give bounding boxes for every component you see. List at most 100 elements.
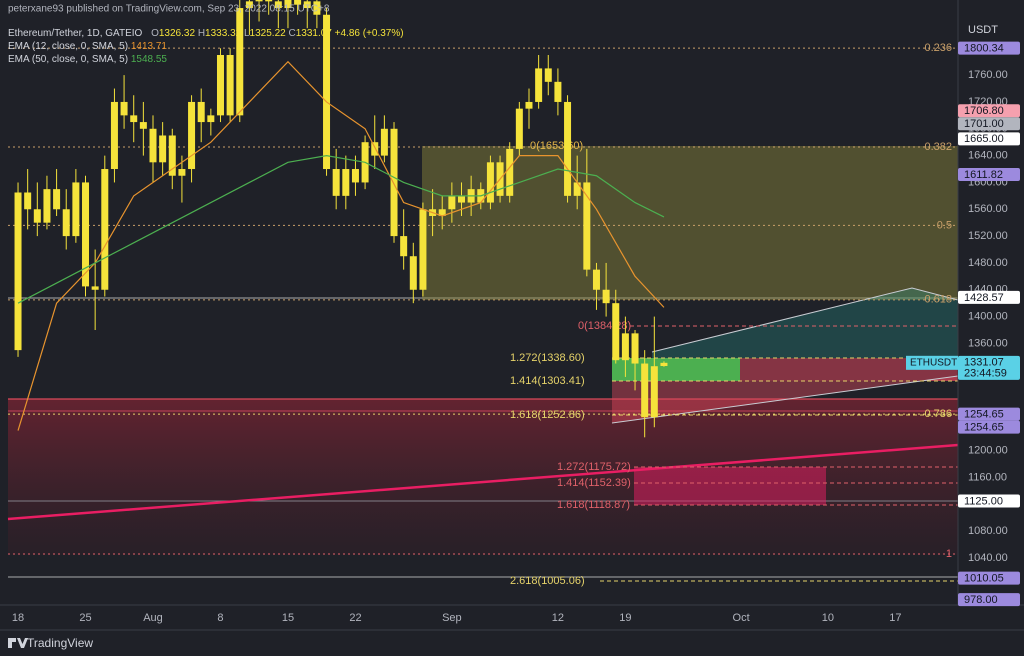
candle-body — [91, 286, 99, 290]
y-tick-label: 1520.00 — [968, 230, 1008, 242]
candle-body — [323, 14, 331, 170]
y-tick-label: 1360.00 — [968, 337, 1008, 349]
candle-body — [216, 55, 224, 116]
x-tick-label: 22 — [349, 612, 361, 624]
price-tag-label: 1706.80 — [964, 105, 1004, 117]
indicator-legend: EMA (50, close, 0, SMA, 5) 1548.55 — [8, 54, 167, 65]
candle-body — [544, 68, 552, 82]
ohlc-label: L — [244, 28, 250, 39]
y-tick-label: 1560.00 — [968, 203, 1008, 215]
footer-text: TradingView — [27, 636, 93, 650]
candle-body — [178, 169, 186, 176]
candle-body — [525, 101, 533, 109]
price-tag-label: 978.00 — [964, 594, 998, 606]
candle-body — [419, 209, 427, 290]
candle-body — [631, 333, 639, 364]
price-tag-label: 1125.00 — [964, 495, 1003, 507]
publisher: peterxane93 published on TradingView.com… — [8, 4, 330, 15]
ohlc-value: 1326.32 — [159, 28, 196, 39]
countdown: 23:44:59 — [964, 368, 1007, 380]
fib-label: 0.786 — [924, 408, 952, 420]
candle-body — [332, 169, 340, 196]
candle-body — [120, 101, 128, 116]
plot: 0.236 0.382 0.5 0.618 0.786 1 0(1653.60) 0(1384… — [8, 0, 958, 587]
annotation: 1.414(1303.41) — [510, 375, 585, 387]
symbol-tag-label: ETHUSDT — [910, 357, 957, 368]
y-tick-label: 1040.00 — [968, 552, 1008, 564]
candle-body — [602, 289, 610, 304]
candle-body — [168, 135, 176, 176]
indicator-line — [17, 155, 665, 304]
last-price-tag — [958, 355, 1020, 380]
indicator-value: 1413.71 — [131, 41, 168, 52]
candle-body — [535, 68, 543, 102]
candle-body — [342, 169, 350, 196]
y-tick-label: 1400.00 — [968, 310, 1008, 322]
price-tag-label: 1701.00 — [964, 118, 1004, 130]
candle-body — [274, 1, 282, 9]
candle-body — [72, 182, 80, 237]
symbol: Ethereum/Tether, 1D, GATEIO — [8, 28, 143, 39]
candle-body — [265, 0, 273, 2]
ohlc-value: 1333.32 — [205, 28, 242, 39]
y-tick-label: 1480.00 — [968, 257, 1008, 269]
price-tag-label: 1010.05 — [964, 573, 1004, 585]
indicator-line — [17, 60, 665, 431]
ohlc-label: C — [288, 28, 295, 39]
candle-body — [573, 182, 581, 196]
x-tick-label: 18 — [12, 612, 24, 624]
indicator-name: EMA (12, close, 0, SMA, 5) — [8, 41, 128, 52]
x-tick-label: 12 — [552, 612, 564, 624]
price-tag-label: 1800.34 — [964, 42, 1004, 54]
annotation: 1.272(1338.60) — [510, 352, 585, 364]
fib-label: 1 — [946, 548, 952, 560]
x-tick-label: 8 — [217, 612, 223, 624]
x-tick-label: Oct — [733, 612, 750, 624]
candle-body — [351, 169, 359, 183]
candle-body — [62, 209, 70, 237]
candle-body — [101, 169, 109, 290]
x-tick-label: 25 — [79, 612, 91, 624]
candle-body — [641, 363, 649, 418]
annotation: 0(1384.28) — [578, 320, 631, 332]
candle-body — [486, 162, 494, 203]
candle-body — [660, 362, 668, 367]
candle-body — [438, 209, 446, 216]
price-tag — [958, 571, 1020, 585]
entry-zone — [612, 358, 740, 381]
fib-label: 0.382 — [924, 141, 952, 153]
price-tag — [958, 117, 1020, 131]
candle-body — [139, 122, 147, 129]
trend-line — [651, 287, 958, 353]
candle-body — [303, 1, 311, 9]
ohlc-value: 1331.07 — [296, 28, 333, 39]
annotation: 1.414(1152.39) — [557, 477, 631, 489]
price-tag-label: 1254.65 — [964, 421, 1004, 433]
candle-body — [650, 366, 658, 418]
candle-body — [236, 8, 244, 116]
candle-body — [82, 182, 90, 287]
candle-body — [380, 128, 388, 156]
x-tick-label: 10 — [822, 612, 834, 624]
candle-body — [554, 81, 562, 102]
candle-body — [458, 195, 466, 203]
annotation: 2.618(1005.06) — [510, 575, 585, 587]
change: +4.86 (+0.37%) — [335, 28, 404, 39]
legend-header: Ethereum/Tether, 1D, GATEIO O1326.32 H13… — [8, 28, 404, 39]
price-tag-label: 1611.82 — [964, 169, 1003, 181]
x-tick-label: Aug — [143, 612, 163, 624]
candle-body — [226, 55, 234, 116]
candle-body — [207, 115, 215, 123]
candle-body — [33, 209, 41, 223]
candle-body — [371, 142, 379, 156]
price-tag-label: 1428.57 — [964, 292, 1004, 304]
x-tick-label: 15 — [282, 612, 294, 624]
candle-body — [43, 189, 51, 223]
y-tick-label: 1640.00 — [968, 150, 1008, 162]
last-price-label: 1331.07 — [964, 357, 1004, 369]
fib-label: 0.5 — [937, 219, 952, 231]
y-tick-label: 1200.00 — [968, 445, 1008, 457]
candle-body — [313, 1, 321, 15]
ohlc-value: 1325.22 — [250, 28, 287, 39]
price-tag — [958, 104, 1020, 118]
